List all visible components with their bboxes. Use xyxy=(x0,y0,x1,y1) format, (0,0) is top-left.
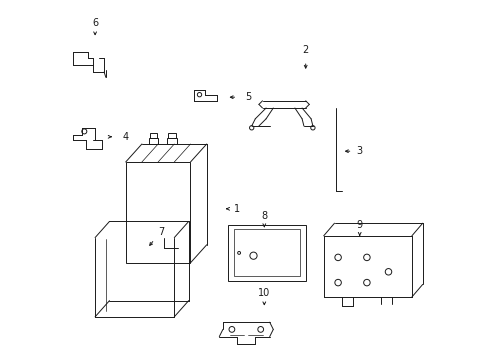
Bar xyxy=(150,133,157,138)
Bar xyxy=(168,133,176,138)
Text: 6: 6 xyxy=(92,18,98,28)
Text: 3: 3 xyxy=(356,146,362,156)
Bar xyxy=(167,138,177,144)
Text: 2: 2 xyxy=(302,45,308,55)
Text: 5: 5 xyxy=(244,92,251,102)
Bar xyxy=(149,138,158,144)
Bar xyxy=(125,162,190,263)
Text: 1: 1 xyxy=(234,204,240,214)
Text: 4: 4 xyxy=(122,132,128,142)
Text: 8: 8 xyxy=(261,211,267,221)
Bar xyxy=(233,229,300,276)
Bar xyxy=(228,225,305,281)
Text: 10: 10 xyxy=(258,288,270,298)
Text: 7: 7 xyxy=(158,227,164,237)
Text: 9: 9 xyxy=(356,220,362,230)
